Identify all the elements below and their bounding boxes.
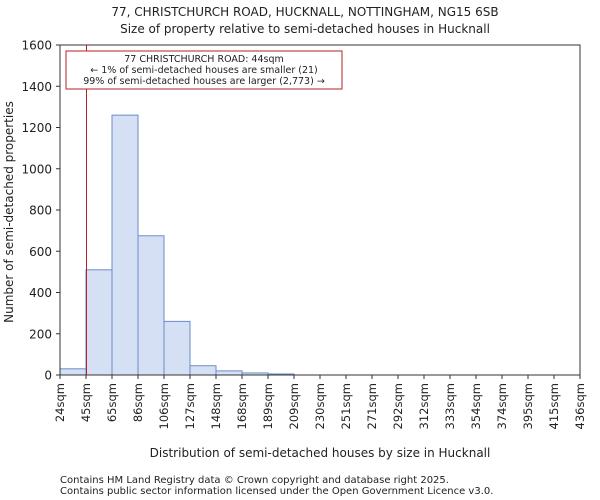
x-tick-label: 86sqm	[131, 383, 145, 422]
footer-line2: Contains public sector information licen…	[60, 486, 493, 497]
y-axis: 0 200 400 600 800 1000 1200 1400 1600	[21, 39, 60, 383]
x-tick-label: 251sqm	[339, 383, 353, 429]
x-tick-label: 127sqm	[183, 383, 197, 429]
y-tick-label: 400	[29, 286, 52, 300]
x-tick-label: 395sqm	[521, 383, 535, 429]
bars-group	[59, 114, 295, 376]
histogram-bar-148sqm	[215, 370, 243, 376]
x-tick-label: 415sqm	[547, 383, 561, 429]
x-tick-label: 45sqm	[79, 383, 93, 422]
y-tick-label: 1200	[21, 121, 52, 135]
y-tick-label: 800	[29, 204, 52, 218]
x-axis: 24sqm 45sqm 65sqm 86sqm 106sqm 127sqm 148sqm 16…	[53, 375, 587, 429]
histogram-bar-127sqm	[189, 365, 217, 376]
y-axis-label: Number of semi-detached properties	[2, 101, 16, 323]
x-tick-label: 230sqm	[313, 383, 327, 429]
y-tick-label: 200	[29, 327, 52, 341]
y-tick-label: 1400	[21, 80, 52, 94]
histogram-bar-106sqm	[163, 320, 191, 376]
x-tick-label: 148sqm	[209, 383, 223, 429]
x-tick-label: 354sqm	[469, 383, 483, 429]
x-axis-label: Distribution of semi-detached houses by …	[150, 446, 491, 460]
x-tick-label: 292sqm	[391, 383, 405, 429]
x-tick-label: 189sqm	[261, 383, 275, 429]
chart-title-line1: 77, CHRISTCHURCH ROAD, HUCKNALL, NOTTING…	[111, 5, 498, 19]
y-tick-label: 0	[44, 369, 52, 383]
x-tick-label: 374sqm	[495, 383, 509, 429]
plot-frame	[59, 44, 581, 376]
x-tick-label: 106sqm	[157, 383, 171, 429]
x-tick-label: 209sqm	[287, 383, 301, 429]
chart-title-line2: Size of property relative to semi-detach…	[120, 22, 490, 36]
histogram-bar-45sqm	[85, 269, 113, 376]
footer-line1: Contains HM Land Registry data © Crown c…	[60, 475, 449, 486]
annotation-line2: ← 1% of semi-detached houses are smaller…	[90, 65, 318, 76]
y-tick-label: 600	[29, 245, 52, 259]
x-tick-label: 271sqm	[365, 383, 379, 429]
histogram-bar-86sqm	[137, 235, 165, 376]
x-tick-label: 65sqm	[105, 383, 119, 422]
annotation-box: 77 CHRISTCHURCH ROAD: 44sqm ← 1% of semi…	[65, 50, 343, 90]
x-tick-label: 24sqm	[53, 383, 67, 422]
histogram-bar-65sqm	[111, 114, 139, 376]
annotation-line1: 77 CHRISTCHURCH ROAD: 44sqm	[124, 54, 284, 65]
x-tick-label: 312sqm	[417, 383, 431, 429]
y-tick-label: 1000	[21, 162, 52, 176]
x-tick-label: 333sqm	[443, 383, 457, 429]
x-tick-label: 168sqm	[235, 383, 249, 429]
annotation-line3: 99% of semi-detached houses are larger (…	[83, 76, 325, 87]
histogram-bar-24sqm	[59, 368, 87, 376]
x-tick-label: 436sqm	[573, 383, 587, 429]
y-tick-label: 1600	[21, 39, 52, 53]
